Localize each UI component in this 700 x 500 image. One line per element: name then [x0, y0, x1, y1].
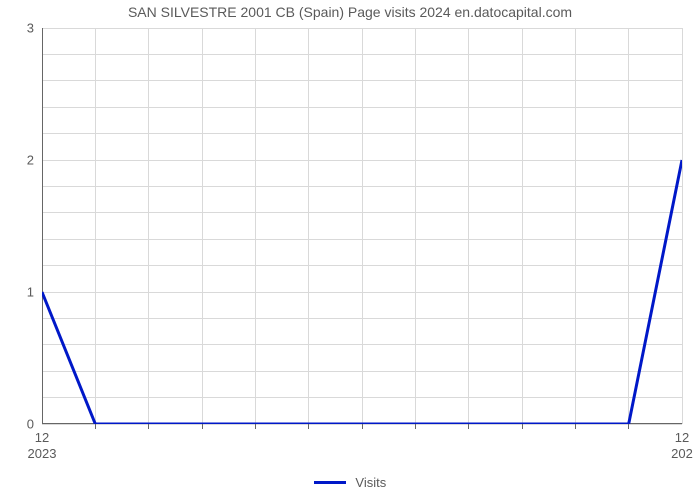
x-tick-sublabel: 2023 — [28, 446, 57, 461]
x-tick-mark — [95, 424, 96, 429]
legend: Visits — [0, 474, 700, 490]
x-tick-mark — [202, 424, 203, 429]
x-tick-mark — [415, 424, 416, 429]
x-tick-mark — [362, 424, 363, 429]
y-tick-label: 3 — [27, 21, 34, 36]
x-tick-label: 12 — [675, 430, 689, 445]
series-line — [42, 160, 682, 424]
legend-label: Visits — [355, 475, 386, 490]
y-tick-label: 2 — [27, 153, 34, 168]
series-layer — [42, 28, 682, 424]
chart-title: SAN SILVESTRE 2001 CB (Spain) Page visit… — [0, 4, 700, 20]
y-tick-label: 0 — [27, 417, 34, 432]
x-tick-label: 12 — [35, 430, 49, 445]
chart-container: SAN SILVESTRE 2001 CB (Spain) Page visit… — [0, 0, 700, 500]
plot-area: 012312122023202 — [42, 28, 682, 424]
x-tick-mark — [628, 424, 629, 429]
x-tick-mark — [148, 424, 149, 429]
x-tick-sublabel: 202 — [671, 446, 693, 461]
x-tick-mark — [468, 424, 469, 429]
legend-swatch — [314, 481, 346, 484]
y-tick-label: 1 — [27, 285, 34, 300]
x-tick-mark — [522, 424, 523, 429]
x-tick-mark — [308, 424, 309, 429]
x-tick-mark — [575, 424, 576, 429]
x-tick-mark — [255, 424, 256, 429]
